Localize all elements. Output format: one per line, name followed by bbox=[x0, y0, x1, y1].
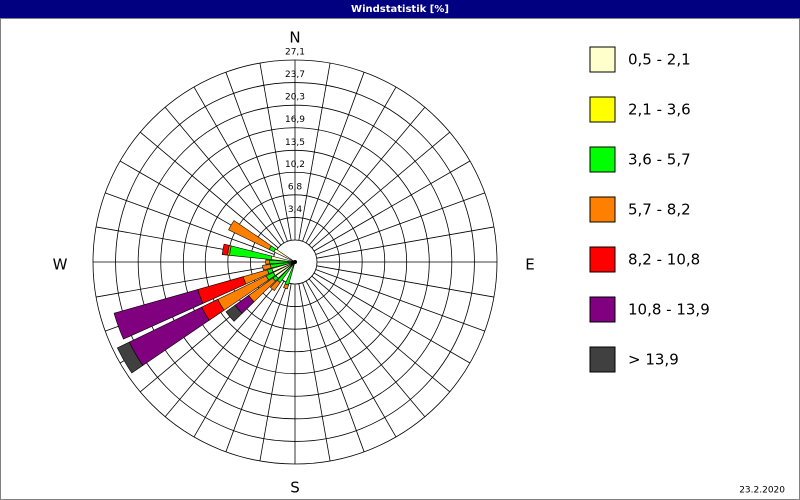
legend-label: > 13,9 bbox=[628, 351, 679, 369]
r-tick-label: 3,4 bbox=[288, 205, 303, 215]
wind-segment bbox=[225, 304, 243, 322]
wind-segment bbox=[262, 264, 272, 271]
ring bbox=[160, 127, 430, 397]
direction-label: N bbox=[289, 29, 300, 47]
wind-segment bbox=[265, 259, 271, 265]
legend-label: 2,1 - 3,6 bbox=[628, 101, 691, 119]
wind-segment bbox=[283, 283, 289, 290]
ring bbox=[250, 217, 340, 307]
legend-swatch bbox=[589, 146, 616, 173]
r-tick-label: 6,8 bbox=[288, 182, 303, 192]
r-tick-label: 10,2 bbox=[285, 160, 305, 170]
legend-label: 3,6 - 5,7 bbox=[628, 151, 691, 169]
ring bbox=[92, 59, 498, 465]
direction-label: W bbox=[53, 256, 68, 274]
legend-swatch bbox=[589, 246, 616, 273]
date-annotation: 23.2.2020 bbox=[739, 486, 785, 496]
chart-title: Windstatistik [%] bbox=[351, 4, 449, 15]
legend-swatch bbox=[589, 296, 616, 323]
legend-label: 5,7 - 8,2 bbox=[628, 201, 691, 219]
wind-segment bbox=[269, 279, 281, 292]
legend-swatch bbox=[589, 46, 616, 73]
legend-label: 10,8 - 13,9 bbox=[628, 301, 710, 319]
ring bbox=[204, 171, 386, 353]
direction-label: E bbox=[525, 256, 534, 274]
ring bbox=[182, 149, 408, 375]
wind-segment bbox=[228, 220, 272, 250]
direction-label: S bbox=[290, 479, 300, 497]
ring bbox=[137, 104, 453, 420]
ring bbox=[115, 82, 475, 442]
legend-swatch bbox=[589, 346, 616, 373]
ring bbox=[227, 194, 363, 330]
wind-segment bbox=[116, 341, 144, 374]
r-tick-label: 16,9 bbox=[285, 115, 305, 125]
title-bar bbox=[0, 0, 800, 18]
wind-segment bbox=[113, 289, 204, 340]
r-tick-label: 13,5 bbox=[285, 138, 305, 148]
wind-segment bbox=[221, 243, 230, 256]
legend-label: 0,5 - 2,1 bbox=[628, 51, 691, 69]
r-tick-label: 20,3 bbox=[285, 93, 305, 103]
legend-label: 8,2 - 10,8 bbox=[628, 251, 700, 269]
legend-swatch bbox=[589, 96, 616, 123]
legend-swatch bbox=[589, 196, 616, 223]
r-tick-label: 23,7 bbox=[285, 70, 305, 80]
r-tick-label: 27,1 bbox=[285, 48, 305, 58]
center-dot bbox=[293, 260, 297, 264]
